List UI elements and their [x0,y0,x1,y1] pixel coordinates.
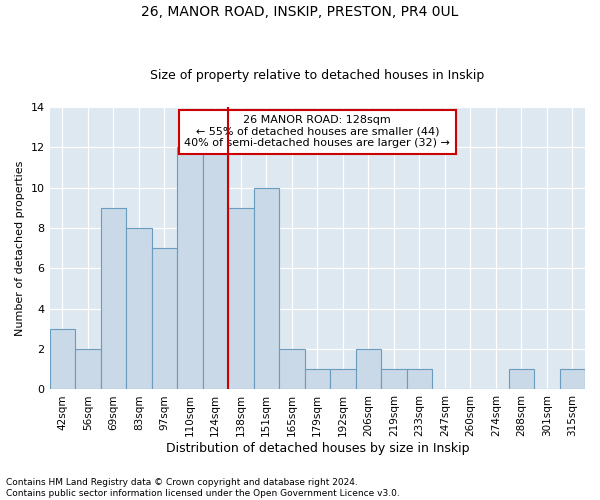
Text: 26 MANOR ROAD: 128sqm
← 55% of detached houses are smaller (44)
40% of semi-deta: 26 MANOR ROAD: 128sqm ← 55% of detached … [184,116,450,148]
Bar [126,228,152,390]
Bar [228,208,254,390]
Bar [560,370,585,390]
Bar [305,370,330,390]
Bar [279,349,305,390]
Y-axis label: Number of detached properties: Number of detached properties [15,160,25,336]
Bar [50,329,75,390]
Bar [356,349,381,390]
Bar [101,208,126,390]
Text: 26, MANOR ROAD, INSKIP, PRESTON, PR4 0UL: 26, MANOR ROAD, INSKIP, PRESTON, PR4 0UL [142,5,458,19]
X-axis label: Distribution of detached houses by size in Inskip: Distribution of detached houses by size … [166,442,469,455]
Title: Size of property relative to detached houses in Inskip: Size of property relative to detached ho… [150,69,484,82]
Bar [407,370,432,390]
Bar [75,349,101,390]
Bar [330,370,356,390]
Bar [254,188,279,390]
Bar [177,147,203,390]
Text: Contains HM Land Registry data © Crown copyright and database right 2024.
Contai: Contains HM Land Registry data © Crown c… [6,478,400,498]
Bar [152,248,177,390]
Bar [203,147,228,390]
Bar [381,370,407,390]
Bar [509,370,534,390]
